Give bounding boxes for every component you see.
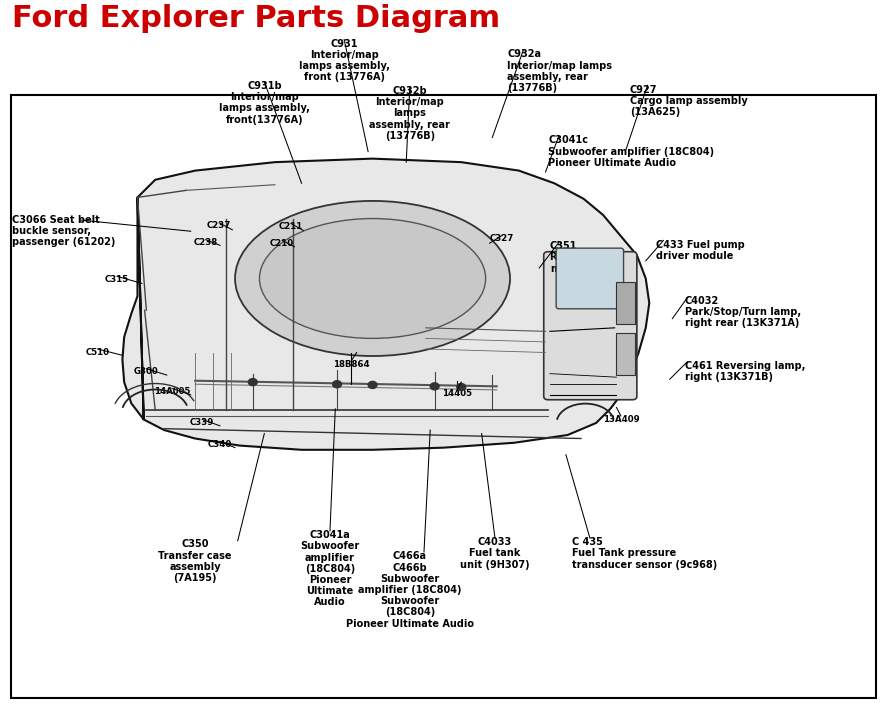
Text: C327: C327: [489, 234, 514, 243]
Bar: [615, 333, 634, 375]
Ellipse shape: [260, 219, 486, 338]
Text: C931b
Interior/map
lamps assembly,
front(13776A): C931b Interior/map lamps assembly, front…: [219, 81, 309, 125]
Text: C927
Cargo lamp assembly
(13A625): C927 Cargo lamp assembly (13A625): [629, 85, 747, 117]
Text: C3041a
Subwoofer
amplifier
(18C804)
Pioneer
Ultimate
Audio: C3041a Subwoofer amplifier (18C804) Pion…: [300, 530, 359, 608]
Text: C4033
Fuel tank
unit (9H307): C4033 Fuel tank unit (9H307): [460, 537, 529, 570]
Text: C339: C339: [190, 418, 214, 427]
Text: C4032
Park/Stop/Turn lamp,
right rear (13K371A): C4032 Park/Stop/Turn lamp, right rear (1…: [684, 296, 800, 329]
Text: 13A409: 13A409: [602, 415, 639, 424]
Text: C211: C211: [278, 222, 303, 231]
Text: C3041c
Subwoofer amplifier (18C804)
Pioneer Ultimate Audio: C3041c Subwoofer amplifier (18C804) Pion…: [548, 135, 713, 168]
Text: C210: C210: [269, 239, 294, 248]
Text: 14A005: 14A005: [153, 387, 190, 396]
Text: C340: C340: [207, 440, 232, 449]
Text: C238: C238: [193, 238, 218, 247]
Text: C932a
Interior/map lamps
assembly, rear
(13776B): C932a Interior/map lamps assembly, rear …: [507, 49, 611, 93]
Circle shape: [430, 383, 439, 390]
Bar: [11, 95, 875, 698]
Polygon shape: [122, 159, 649, 450]
Text: C3066 Seat belt
buckle sensor,
passenger (61202): C3066 Seat belt buckle sensor, passenger…: [12, 215, 115, 247]
Text: C351
Rear window
motor: C351 Rear window motor: [549, 241, 620, 274]
FancyBboxPatch shape: [556, 248, 623, 309]
Ellipse shape: [235, 201, 509, 356]
Text: C 435
Fuel Tank pressure
transducer sensor (9c968): C 435 Fuel Tank pressure transducer sens…: [571, 537, 717, 570]
Circle shape: [248, 379, 257, 386]
Text: C433 Fuel pump
driver module: C433 Fuel pump driver module: [656, 240, 744, 261]
Text: C315: C315: [105, 275, 129, 284]
Circle shape: [456, 384, 465, 391]
Circle shape: [368, 381, 377, 388]
Text: C461 Reversing lamp,
right (13K371B): C461 Reversing lamp, right (13K371B): [684, 361, 804, 382]
Text: C931
Interior/map
lamps assembly,
front (13776A): C931 Interior/map lamps assembly, front …: [299, 39, 389, 82]
Text: C932b
Interior/map
lamps
assembly, rear
(13776B): C932b Interior/map lamps assembly, rear …: [369, 86, 450, 141]
Circle shape: [332, 381, 341, 388]
Text: 14405: 14405: [441, 389, 471, 398]
Text: C237: C237: [206, 221, 231, 231]
FancyBboxPatch shape: [543, 252, 636, 400]
Text: C466a
C466b
Subwoofer
amplifier (18C804)
Subwoofer
(18C804)
Pioneer Ultimate Aud: C466a C466b Subwoofer amplifier (18C804)…: [346, 551, 473, 629]
Text: C510: C510: [85, 348, 110, 357]
Text: Ford Explorer Parts Diagram: Ford Explorer Parts Diagram: [12, 4, 499, 32]
Bar: [615, 282, 634, 324]
Text: C350
Transfer case
assembly
(7A195): C350 Transfer case assembly (7A195): [159, 539, 231, 583]
Text: 18B864: 18B864: [332, 360, 369, 369]
Text: G300: G300: [134, 367, 159, 376]
